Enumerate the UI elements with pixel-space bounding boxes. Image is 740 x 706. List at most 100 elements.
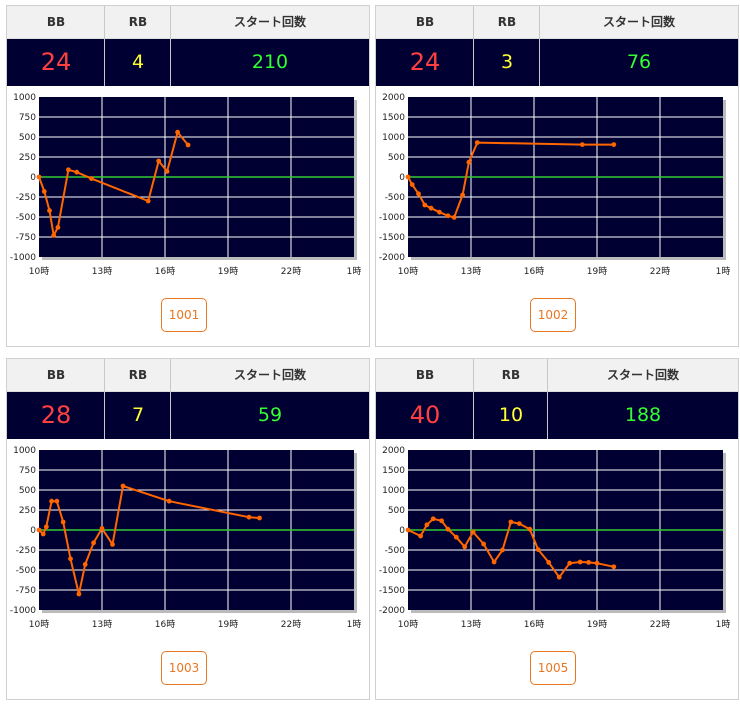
x-tick-label: 19時 [587,266,607,277]
header-rb: RB [128,15,148,29]
x-tick-label: 10時 [398,266,418,277]
slump-chart: 2000 1500 1000 500 0 -500 -1000 -1500 -2000 10時 13… [379,446,731,630]
value-start: 59 [257,404,283,426]
data-point [156,158,162,164]
y-tick-label: -250 [16,193,37,203]
machine-number-button[interactable]: 1003 [161,651,207,685]
y-tick-label: 0 [399,173,405,183]
data-point [481,541,486,547]
header-start: スタート回数 [233,368,306,382]
value-start: 76 [626,51,652,73]
y-tick-label: 0 [30,173,36,183]
data-point [36,527,42,533]
stats-header-row: BB RB スタート回数 [376,6,738,39]
value-bb: 28 [40,401,72,429]
stats-header-row: BB RB スタート回数 [376,359,738,392]
machine-number-button[interactable]: 1002 [530,298,576,332]
x-tick-label: 1時 [347,266,362,277]
data-point [466,159,472,165]
stats-value-row: 24 4 210 [7,39,369,86]
y-tick-label: 0 [30,526,36,536]
data-point [418,533,423,539]
stats-table: BB RB スタート回数 40 10 188 [376,359,738,439]
data-point [453,534,459,540]
y-tick-label: -750 [16,233,37,243]
data-point [185,142,191,148]
y-tick-label: 2000 [382,446,405,456]
x-tick-label: 10時 [29,619,49,630]
y-tick-label: -1000 [10,253,36,263]
stats-value-row: 28 7 59 [7,392,369,439]
machine-number-button[interactable]: 1005 [530,651,576,685]
y-tick-label: -250 [16,546,37,556]
x-tick-label: 22時 [281,266,301,277]
machine-card-1: BB RB スタート回数 24 4 210 1000 750 500 250 0 -250 -500 -7… [6,5,370,347]
y-tick-label: 500 [388,153,405,163]
data-point [54,498,60,504]
column-divider [539,6,540,86]
x-tick-label: 13時 [92,266,112,277]
y-tick-label: -1500 [379,586,405,596]
machine-number-button[interactable]: 1001 [161,298,207,332]
y-tick-label: -500 [385,193,406,203]
data-point [424,522,430,528]
data-point [49,498,54,504]
data-point [43,524,49,530]
value-rb: 3 [500,51,514,73]
header-bb: BB [415,368,435,382]
x-tick-label: 16時 [524,619,544,630]
data-point [405,527,411,533]
y-tick-label: -500 [16,213,37,223]
y-tick-label: 500 [19,133,36,143]
data-point [82,562,88,567]
data-point [535,547,541,552]
value-rb: 7 [131,404,145,426]
y-tick-label: 750 [19,113,36,123]
x-tick-label: 22時 [650,619,670,630]
data-point [164,169,170,174]
column-divider [547,359,548,439]
value-bb: 24 [409,48,441,76]
column-divider [473,6,474,86]
stats-table: BB RB スタート回数 24 4 210 [7,6,369,86]
data-point [41,189,47,194]
value-rb: 4 [131,51,145,73]
value-start: 188 [624,404,662,426]
header-start: スタート回数 [606,368,679,382]
data-point [470,529,476,535]
header-bb: BB [415,15,435,29]
data-point [577,559,583,565]
data-point [516,521,522,526]
data-point [91,540,96,546]
x-tick-label: 22時 [650,266,670,277]
y-tick-label: -500 [385,546,406,556]
column-divider [104,359,105,439]
column-divider [170,6,171,86]
series-line [38,485,260,595]
data-point [462,544,468,550]
data-point [55,225,61,230]
data-point [437,209,442,215]
slump-chart: 1000 750 500 250 0 -250 -500 -750 -1000 10時 13時 16時… [10,446,362,630]
data-point [579,142,585,147]
x-tick-label: 16時 [155,266,175,277]
data-point [594,560,600,566]
x-tick-label: 19時 [587,619,607,630]
data-point [246,514,252,520]
data-point [567,560,573,566]
data-point [166,498,172,504]
data-point [60,519,66,525]
y-tick-label: -500 [16,566,37,576]
stats-value-row: 40 10 188 [376,392,738,439]
stats-value-row: 24 3 76 [376,39,738,86]
data-point [99,526,105,531]
machine-card-3: BB RB スタート回数 28 7 59 1000 750 500 250 0 -250 -500 -75… [6,358,370,700]
y-tick-label: 1000 [13,446,36,456]
y-tick-label: 500 [19,486,36,496]
data-point [120,483,126,489]
x-tick-label: 16時 [155,619,175,630]
data-point [586,560,591,565]
data-point [257,515,262,521]
y-tick-label: -1000 [10,606,36,616]
data-point [89,176,94,181]
